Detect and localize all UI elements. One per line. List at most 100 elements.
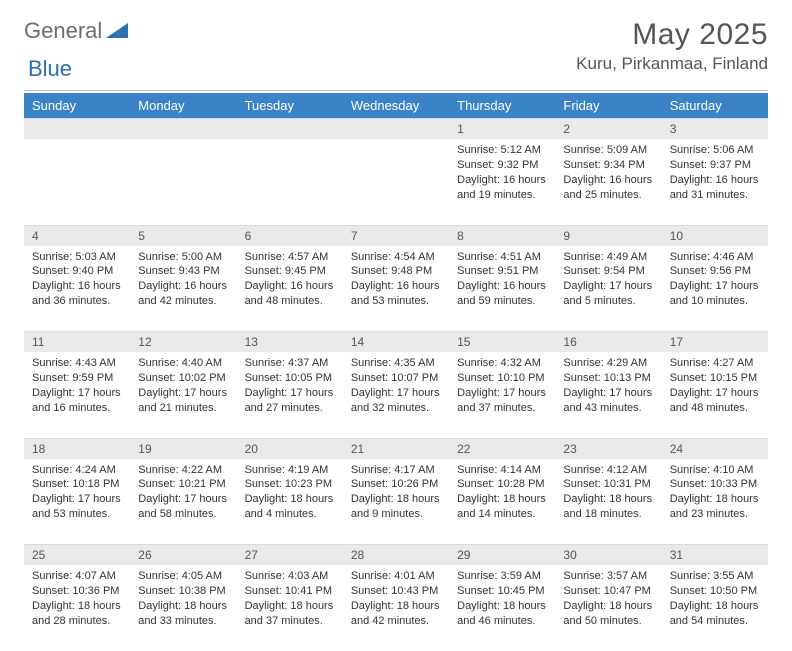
sunrise-text: Sunrise: 4:57 AM xyxy=(245,250,335,265)
day-cell: Sunrise: 4:40 AMSunset: 10:02 PMDaylight… xyxy=(130,352,236,438)
weekday-wednesday: Wednesday xyxy=(343,93,449,119)
day1-text: Daylight: 17 hours xyxy=(563,386,653,401)
day-number: 24 xyxy=(662,438,768,459)
day-number: 12 xyxy=(130,332,236,353)
day-cell-content: Sunrise: 4:07 AMSunset: 10:36 PMDaylight… xyxy=(24,565,130,634)
day1-text: Daylight: 16 hours xyxy=(457,173,547,188)
day2-text: and 53 minutes. xyxy=(32,507,122,522)
sunrise-text: Sunrise: 4:51 AM xyxy=(457,250,547,265)
day-cell: Sunrise: 4:07 AMSunset: 10:36 PMDaylight… xyxy=(24,565,130,651)
day-number: 22 xyxy=(449,438,555,459)
sunset-text: Sunset: 9:59 PM xyxy=(32,371,122,386)
sunrise-text: Sunrise: 3:59 AM xyxy=(457,569,547,584)
day-number: 10 xyxy=(662,225,768,246)
day1-text: Daylight: 17 hours xyxy=(32,492,122,507)
day2-text: and 21 minutes. xyxy=(138,401,228,416)
day-number: 14 xyxy=(343,332,449,353)
day-cell: Sunrise: 5:00 AMSunset: 9:43 PMDaylight:… xyxy=(130,246,236,332)
week-row: Sunrise: 4:24 AMSunset: 10:18 PMDaylight… xyxy=(24,459,768,545)
sunset-text: Sunset: 9:32 PM xyxy=(457,158,547,173)
day-cell-content: Sunrise: 4:27 AMSunset: 10:15 PMDaylight… xyxy=(662,352,768,421)
month-title: May 2025 xyxy=(576,18,768,52)
day2-text: and 36 minutes. xyxy=(32,294,122,309)
sunset-text: Sunset: 9:48 PM xyxy=(351,264,441,279)
day-cell-content: Sunrise: 4:35 AMSunset: 10:07 PMDaylight… xyxy=(343,352,449,421)
day2-text: and 48 minutes. xyxy=(670,401,760,416)
week-row: Sunrise: 4:43 AMSunset: 9:59 PMDaylight:… xyxy=(24,352,768,438)
sunset-text: Sunset: 9:51 PM xyxy=(457,264,547,279)
sunrise-text: Sunrise: 4:07 AM xyxy=(32,569,122,584)
day-cell-content: Sunrise: 5:09 AMSunset: 9:34 PMDaylight:… xyxy=(555,139,661,208)
day-cell: Sunrise: 4:19 AMSunset: 10:23 PMDaylight… xyxy=(237,459,343,545)
sunrise-text: Sunrise: 4:43 AM xyxy=(32,356,122,371)
day-cell: Sunrise: 5:06 AMSunset: 9:37 PMDaylight:… xyxy=(662,139,768,225)
calendar-table: Sunday Monday Tuesday Wednesday Thursday… xyxy=(24,93,768,651)
sunset-text: Sunset: 10:18 PM xyxy=(32,477,122,492)
sunrise-text: Sunrise: 5:12 AM xyxy=(457,143,547,158)
weekday-sunday: Sunday xyxy=(24,93,130,119)
week-row: Sunrise: 4:07 AMSunset: 10:36 PM Daylight… xyxy=(24,565,768,651)
day-number: 2 xyxy=(555,119,661,140)
day-number: 26 xyxy=(130,545,236,566)
day2-text: and 42 minutes. xyxy=(351,614,441,629)
day-number: 9 xyxy=(555,225,661,246)
day2-text: and 25 minutes. xyxy=(563,188,653,203)
day-number: 5 xyxy=(130,225,236,246)
day-cell: Sunrise: 5:09 AMSunset: 9:34 PMDaylight:… xyxy=(555,139,661,225)
day2-text: and 31 minutes. xyxy=(670,188,760,203)
day2-text: and 4 minutes. xyxy=(245,507,335,522)
day-cell-content: Sunrise: 4:22 AMSunset: 10:21 PMDaylight… xyxy=(130,459,236,528)
sunset-text: Sunset: 10:10 PM xyxy=(457,371,547,386)
day-cell-content: Sunrise: 5:00 AMSunset: 9:43 PMDaylight:… xyxy=(130,246,236,315)
day-cell: Sunrise: 4:17 AMSunset: 10:26 PMDaylight… xyxy=(343,459,449,545)
weekday-friday: Friday xyxy=(555,93,661,119)
sunrise-text: Sunrise: 4:46 AM xyxy=(670,250,760,265)
sunset-text: Sunset: 10:43 PM xyxy=(351,584,441,599)
sunset-text: Sunset: 9:43 PM xyxy=(138,264,228,279)
calendar-page: General May 2025 Kuru, Pirkanmaa, Finlan… xyxy=(0,0,792,651)
day-cell: Sunrise: 4:14 AMSunset: 10:28 PMDaylight… xyxy=(449,459,555,545)
title-block: May 2025 Kuru, Pirkanmaa, Finland xyxy=(576,18,768,74)
day-cell-content: Sunrise: 4:05 AMSunset: 10:38 PMDaylight… xyxy=(130,565,236,634)
day2-text: and 16 minutes. xyxy=(32,401,122,416)
sunset-text: Sunset: 10:47 PM xyxy=(563,584,653,599)
day-number: 16 xyxy=(555,332,661,353)
day-number: 4 xyxy=(24,225,130,246)
day1-text: Daylight: 17 hours xyxy=(245,386,335,401)
day-cell-content: Sunrise: 4:12 AMSunset: 10:31 PMDaylight… xyxy=(555,459,661,528)
sunset-text: Sunset: 10:31 PM xyxy=(563,477,653,492)
day-cell-content: Sunrise: 4:43 AMSunset: 9:59 PMDaylight:… xyxy=(24,352,130,421)
day-cell-content: Sunrise: 4:03 AMSunset: 10:41 PMDaylight… xyxy=(237,565,343,634)
day-cell: Sunrise: 4:57 AMSunset: 9:45 PMDaylight:… xyxy=(237,246,343,332)
day-cell-content: Sunrise: 4:51 AMSunset: 9:51 PMDaylight:… xyxy=(449,246,555,315)
sunrise-text: Sunrise: 4:32 AM xyxy=(457,356,547,371)
sunset-text: Sunset: 10:05 PM xyxy=(245,371,335,386)
day-cell-content: Sunrise: 4:10 AMSunset: 10:33 PMDaylight… xyxy=(662,459,768,528)
day-cell: Sunrise: 3:59 AMSunset: 10:45 PMDaylight… xyxy=(449,565,555,651)
sunrise-text: Sunrise: 4:05 AM xyxy=(138,569,228,584)
day1-text: Daylight: 17 hours xyxy=(457,386,547,401)
day1-text: Daylight: 17 hours xyxy=(32,386,122,401)
sunset-text: Sunset: 10:23 PM xyxy=(245,477,335,492)
day1-text: Daylight: 17 hours xyxy=(670,279,760,294)
logo-word-blue: Blue xyxy=(28,56,72,81)
day1-text: Daylight: 18 hours xyxy=(138,599,228,614)
day-cell-content: Sunrise: 4:32 AMSunset: 10:10 PMDaylight… xyxy=(449,352,555,421)
day2-text: and 10 minutes. xyxy=(670,294,760,309)
sunset-text: Sunset: 10:36 PM xyxy=(32,584,122,599)
day-number: 25 xyxy=(24,545,130,566)
sunrise-text: Sunrise: 3:57 AM xyxy=(563,569,653,584)
day-cell: Sunrise: 4:43 AMSunset: 9:59 PMDaylight:… xyxy=(24,352,130,438)
day-number xyxy=(237,119,343,140)
sunrise-text: Sunrise: 4:14 AM xyxy=(457,463,547,478)
day-cell: Sunrise: 4:37 AMSunset: 10:05 PMDaylight… xyxy=(237,352,343,438)
sunset-text: Sunset: 10:21 PM xyxy=(138,477,228,492)
day-number: 31 xyxy=(662,545,768,566)
daynum-row: 11121314151617 xyxy=(24,332,768,353)
day-number xyxy=(24,119,130,140)
day-cell: Sunrise: 3:57 AMSunset: 10:47 PMDaylight… xyxy=(555,565,661,651)
day1-text: Daylight: 16 hours xyxy=(563,173,653,188)
day-cell: Sunrise: 4:10 AMSunset: 10:33 PMDaylight… xyxy=(662,459,768,545)
day2-text: and 19 minutes. xyxy=(457,188,547,203)
day2-text: and 27 minutes. xyxy=(245,401,335,416)
